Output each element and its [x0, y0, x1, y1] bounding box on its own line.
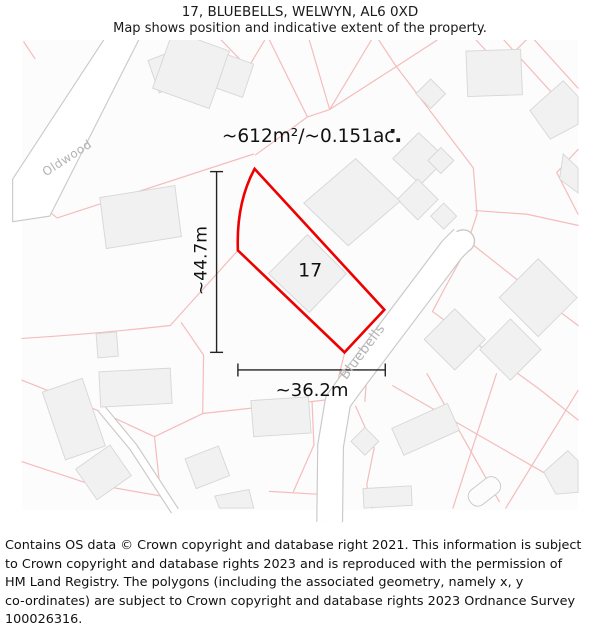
building [427, 146, 455, 175]
footer-line: HM Land Registry. The polygons (includin… [5, 575, 524, 591]
building-plot-17 [267, 233, 347, 314]
building [99, 184, 182, 250]
building [543, 449, 579, 495]
building [391, 402, 461, 456]
building [75, 444, 132, 501]
height-measurement-label: ~44.7m [191, 226, 211, 295]
road-lane-southwest [98, 405, 179, 514]
building [529, 80, 579, 140]
building [396, 178, 439, 221]
building [152, 30, 231, 110]
map-canvas: ~44.7m ~36.2m ~612m²/~0.151ac. 17 Bluebe… [0, 28, 600, 547]
building [98, 367, 173, 408]
building [350, 426, 380, 456]
measurement-horizontal: ~36.2m [237, 363, 386, 401]
footer-line: co-ordinates) are subject to Crown copyr… [5, 593, 576, 609]
building [303, 158, 401, 247]
boundary-marker-dots [390, 128, 401, 142]
building [215, 54, 255, 99]
building [95, 331, 119, 359]
buildings [41, 30, 579, 509]
building [41, 377, 106, 461]
map-svg: ~44.7m ~36.2m ~612m²/~0.151ac. 17 Bluebe… [12, 28, 579, 523]
building [362, 485, 413, 509]
copyright-footer: Contains OS data © Crown copyright and d… [0, 537, 600, 625]
property-outline [236, 166, 387, 355]
building [415, 78, 447, 110]
building [423, 308, 487, 371]
footer-line: to Crown copyright and database rights 2… [5, 556, 563, 572]
building [465, 48, 523, 98]
page-title: 17, BLUEBELLS, WELWYN, AL6 0XD [181, 4, 419, 20]
page-subtitle: Map shows position and indicative extent… [113, 21, 487, 36]
building-rounded [467, 476, 502, 507]
footer-line: Contains OS data © Crown copyright and d… [5, 538, 582, 553]
area-label: ~612m²/~0.151ac. [222, 126, 400, 147]
building [559, 153, 579, 194]
plot-number-label: 17 [298, 259, 322, 281]
measurement-vertical: ~44.7m [191, 170, 224, 354]
footer-line: 100026316. [5, 612, 83, 625]
road-bluebells [316, 228, 476, 523]
building [479, 318, 542, 381]
road-oldwood [12, 28, 146, 223]
building [214, 488, 255, 509]
building [250, 396, 312, 438]
width-measurement-label: ~36.2m [276, 380, 349, 401]
building [498, 258, 578, 338]
title-block: 17, BLUEBELLS, WELWYN, AL6 0XD Map shows… [0, 0, 600, 37]
building [430, 202, 458, 230]
building [184, 445, 231, 490]
